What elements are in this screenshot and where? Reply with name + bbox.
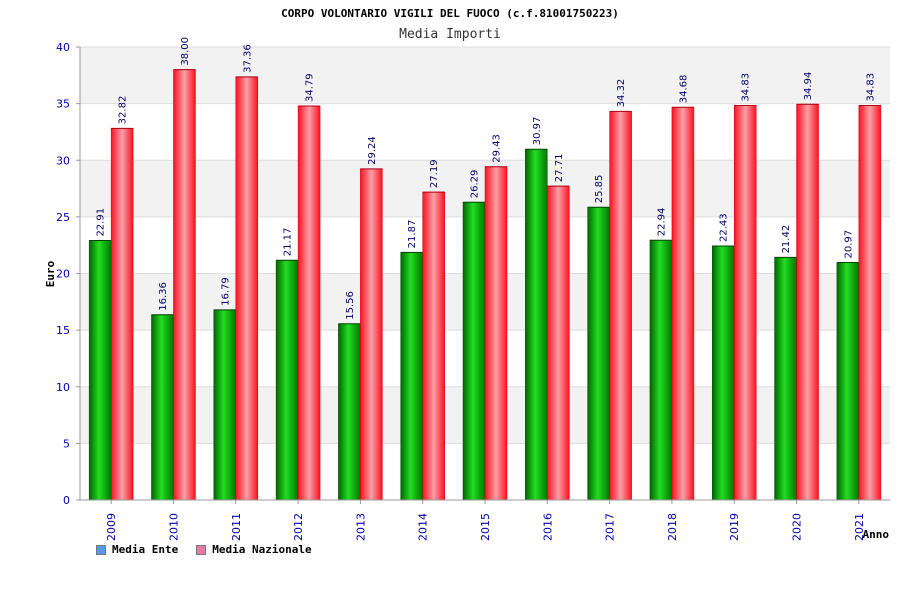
y-tick-label: 35 — [56, 98, 70, 111]
bar-media-nazionale — [484, 166, 508, 501]
bar-media-nazionale — [422, 191, 445, 501]
x-tick-label: 2010 — [167, 513, 180, 541]
y-tick-label: 40 — [56, 41, 70, 54]
x-tick-label: 2009 — [105, 513, 118, 541]
value-label: 38.00 — [180, 37, 191, 66]
plot-band — [80, 47, 890, 104]
value-labels: 22.91 32.82 16.36 38.00 16.79 37.36 21.17 34.79… — [96, 37, 877, 320]
value-label: 27.71 — [554, 154, 565, 183]
value-label: 21.87 — [407, 220, 418, 249]
bar-media-ente — [462, 202, 486, 501]
bar-media-nazionale — [858, 105, 882, 501]
bar-media-nazionale — [360, 168, 383, 501]
value-label: 34.32 — [616, 79, 627, 108]
y-tick-label: 30 — [56, 154, 70, 167]
chart-subtitle: Media Importi — [399, 27, 501, 42]
plot-band — [80, 103, 890, 161]
legend-label-nazionale: Media Nazionale — [212, 543, 312, 556]
bar-media-nazionale — [173, 69, 196, 501]
bar-media-nazionale — [796, 104, 819, 501]
bar-media-ente — [88, 240, 112, 501]
bar-media-ente — [213, 309, 237, 501]
x-tick-label: 2013 — [354, 513, 367, 541]
y-axis-label: Euro — [44, 260, 57, 287]
value-label: 16.79 — [220, 277, 231, 306]
bar-media-ente — [774, 257, 797, 501]
bar-media-nazionale — [671, 106, 695, 501]
value-label: 22.91 — [96, 208, 107, 237]
x-tick-label: 2014 — [417, 513, 430, 541]
x-tick-label: 2019 — [728, 513, 741, 541]
legend-item-nazionale: Media Nazionale — [196, 543, 312, 556]
value-label: 22.43 — [719, 213, 730, 242]
x-tick-label: 2021 — [853, 513, 866, 541]
value-label: 22.94 — [656, 208, 667, 237]
x-tick-label: 2017 — [604, 513, 617, 541]
y-tick-label: 10 — [56, 381, 70, 394]
bar-media-ente — [649, 239, 673, 501]
value-label: 34.79 — [305, 73, 316, 102]
legend: Media Ente Media Nazionale — [96, 543, 312, 556]
bar-media-nazionale — [110, 128, 134, 501]
value-label: 30.97 — [532, 117, 543, 146]
bars — [88, 69, 882, 501]
y-tick-label: 20 — [56, 268, 70, 281]
bar-media-nazionale — [733, 105, 757, 501]
value-label: 16.36 — [158, 282, 169, 311]
x-tick-label: 2011 — [230, 513, 243, 541]
y-tick-label: 0 — [63, 494, 70, 507]
x-tick-label: 2020 — [791, 513, 804, 541]
value-label: 29.24 — [367, 136, 378, 165]
value-label: 29.43 — [492, 134, 503, 163]
value-label: 21.42 — [781, 225, 792, 254]
value-label: 25.85 — [594, 175, 605, 204]
value-label: 34.94 — [803, 72, 814, 101]
bar-media-ente — [338, 323, 361, 501]
y-tick-label: 25 — [56, 211, 70, 224]
x-tick-label: 2016 — [541, 513, 554, 541]
x-tick-label: 2012 — [292, 513, 305, 541]
x-axis-ticks: 2009 2010 2011 2012 2013 2014 2015 2016 2017 2018… — [105, 500, 866, 541]
legend-swatch-ente — [96, 544, 106, 555]
bar-media-nazionale — [235, 76, 259, 501]
value-label: 34.83 — [865, 73, 876, 102]
bar-media-ente — [836, 262, 860, 501]
bar-media-nazionale — [297, 105, 321, 501]
y-tick-label: 15 — [56, 324, 70, 337]
legend-swatch-nazionale — [196, 544, 207, 555]
bar-media-ente — [275, 259, 299, 501]
y-axis-ticks: 0 5 10 15 20 25 30 35 40 — [56, 41, 80, 507]
legend-item-ente: Media Ente — [96, 543, 178, 556]
bar-media-ente — [711, 245, 735, 501]
bar-media-ente — [525, 149, 548, 501]
bar-media-ente — [400, 252, 423, 501]
value-label: 15.56 — [345, 291, 356, 320]
y-tick-label: 5 — [63, 437, 70, 450]
x-axis-label: Anno — [863, 528, 890, 541]
bar-media-ente — [151, 314, 174, 501]
chart-title: CORPO VOLONTARIO VIGILI DEL FUOCO (c.f.8… — [281, 7, 619, 20]
value-label: 26.29 — [470, 170, 481, 199]
bar-media-nazionale — [609, 111, 632, 501]
value-label: 21.17 — [283, 228, 294, 257]
x-tick-label: 2015 — [479, 513, 492, 541]
bar-media-ente — [587, 206, 610, 501]
value-label: 27.19 — [429, 159, 440, 188]
value-label: 37.36 — [242, 44, 253, 73]
value-label: 20.97 — [843, 230, 854, 259]
x-tick-label: 2018 — [666, 513, 679, 541]
value-label: 32.82 — [118, 96, 129, 125]
value-label: 34.83 — [741, 73, 752, 102]
legend-label-ente: Media Ente — [112, 543, 179, 556]
bar-media-nazionale — [547, 185, 570, 501]
value-label: 34.68 — [678, 75, 689, 104]
